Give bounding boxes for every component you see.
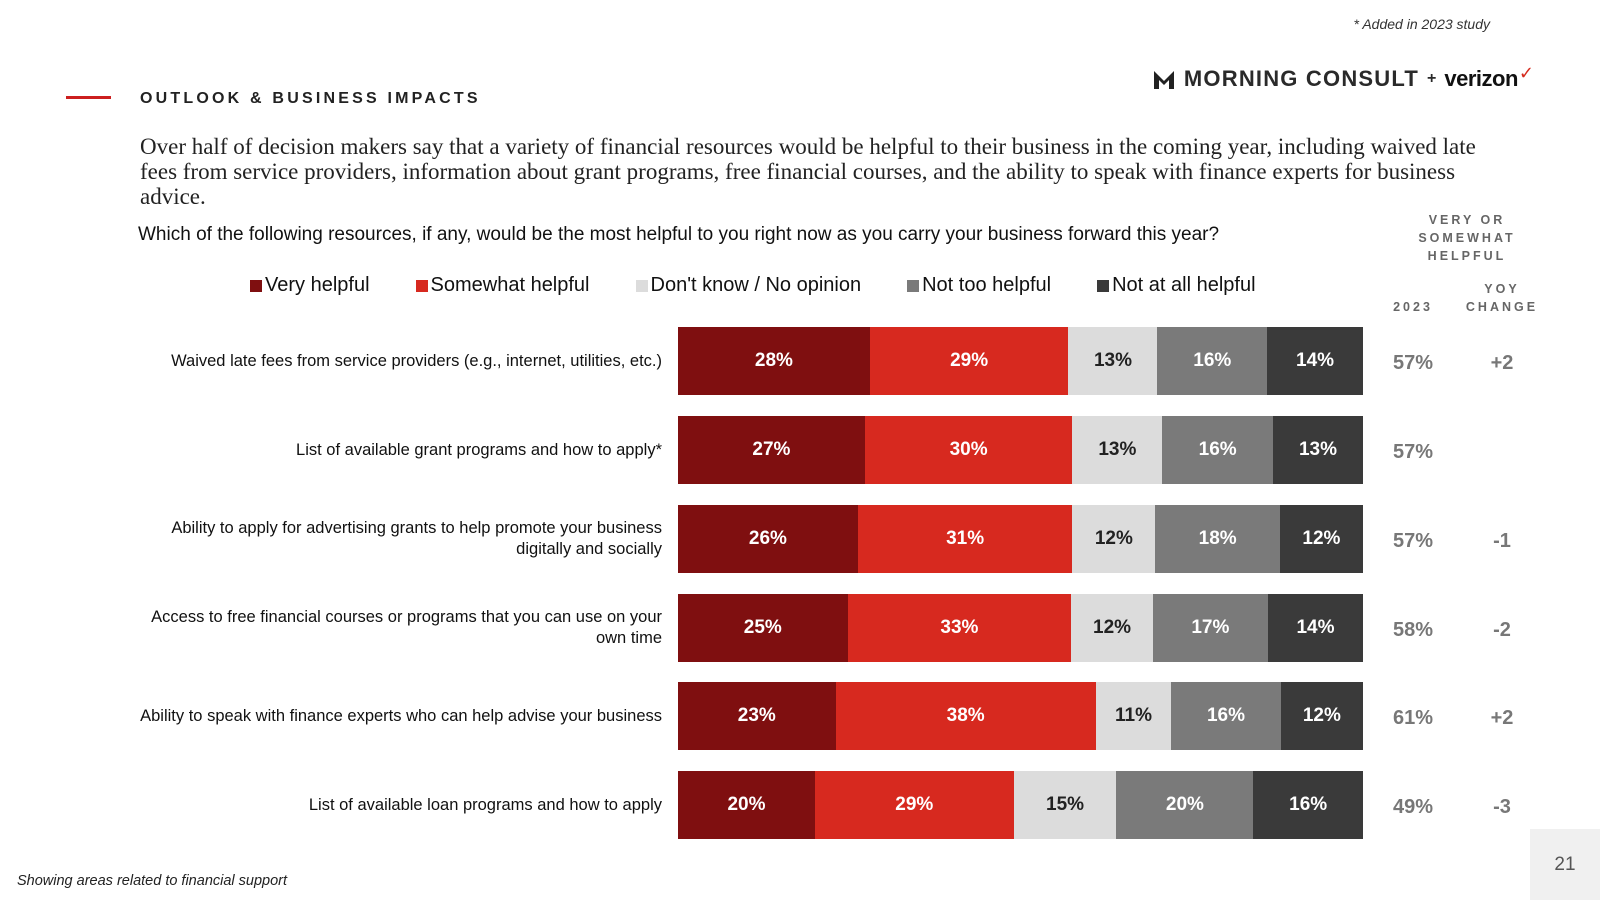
- legend-swatch: [250, 279, 262, 292]
- category-label: Waived late fees from service providers …: [171, 351, 662, 370]
- legend-label: Very helpful: [265, 274, 370, 296]
- brand-plus: +: [1427, 70, 1437, 87]
- very-or-somewhat-2023-value: 57%: [1392, 351, 1434, 374]
- survey-question: Which of the following resources, if any…: [138, 224, 1220, 245]
- bar-segment-dont-know: 12%: [1071, 594, 1153, 662]
- bar-segment-not-at-all-helpful: 12%: [1280, 682, 1363, 750]
- bar-segment-very-helpful: 20%: [678, 771, 815, 839]
- bar-segment-somewhat-helpful: 38%: [835, 682, 1096, 750]
- yoy-change-value: -2: [1493, 618, 1511, 641]
- legend-item-not-too-helpful: Not too helpful: [907, 274, 1051, 297]
- very-or-somewhat-2023-value: 57%: [1392, 529, 1434, 552]
- bar-segment-very-helpful: 28%: [678, 327, 870, 395]
- yoy-change-value: -3: [1493, 795, 1511, 818]
- legend-label: Not too helpful: [922, 274, 1052, 296]
- bar-segment-not-at-all-helpful: 13%: [1273, 416, 1363, 484]
- legend-label: Don't know / No opinion: [650, 274, 862, 296]
- bar-segment-somewhat-helpful: 33%: [847, 594, 1072, 662]
- legend-item-dont-know: Don't know / No opinion: [635, 274, 862, 297]
- stacked-bar: 23% 38% 11% 16% 12%: [678, 682, 1363, 750]
- category-label: List of available loan programs and how …: [308, 795, 662, 814]
- legend-item-somewhat-helpful: Somewhat helpful: [415, 274, 590, 297]
- yoy-change-value: [1456, 418, 1548, 486]
- column-header-yoy-change: YOY CHANGE: [1465, 282, 1539, 314]
- bar-segment-not-too-helpful: 16%: [1157, 327, 1268, 395]
- bar-segment-somewhat-helpful: 29%: [869, 327, 1069, 395]
- legend-swatch: [1097, 279, 1110, 292]
- section-accent-rule: [66, 96, 111, 99]
- bar-segment-dont-know: 13%: [1068, 327, 1158, 395]
- legend-item-not-at-all-helpful: Not at all helpful: [1097, 274, 1256, 297]
- morning-consult-logo-icon: [1153, 71, 1174, 89]
- very-or-somewhat-2023-value: 49%: [1392, 795, 1434, 818]
- verizon-wordmark: verizon: [1444, 66, 1518, 91]
- legend-item-very-helpful: Very helpful: [250, 274, 370, 297]
- stacked-bar: 26% 31% 12% 18% 12%: [678, 505, 1363, 573]
- very-or-somewhat-2023-value: 58%: [1392, 618, 1434, 641]
- bar-segment-dont-know: 13%: [1072, 416, 1163, 484]
- verizon-check-icon: ✓: [1518, 62, 1534, 83]
- bar-segment-not-too-helpful: 17%: [1152, 594, 1269, 662]
- brand-logos: MORNING CONSULT + verizon ✓: [1152, 62, 1534, 94]
- bar-segment-not-at-all-helpful: 16%: [1253, 771, 1363, 839]
- category-label: List of available grant programs and how…: [296, 440, 662, 459]
- bar-segment-not-at-all-helpful: 14%: [1267, 327, 1363, 395]
- very-or-somewhat-2023-value: 57%: [1392, 440, 1434, 463]
- section-title: OUTLOOK & BUSINESS IMPACTS: [140, 90, 481, 107]
- bar-segment-very-helpful: 27%: [678, 416, 865, 484]
- footnote-bottom: Showing areas related to financial suppo…: [17, 873, 288, 889]
- stacked-bar: 25% 33% 12% 17% 14%: [678, 594, 1363, 662]
- bar-segment-dont-know: 11%: [1095, 682, 1172, 750]
- stacked-bar: 28% 29% 13% 16% 14%: [678, 327, 1363, 395]
- bar-segment-not-too-helpful: 16%: [1171, 682, 1281, 750]
- column-header-2023: 2023: [1393, 300, 1433, 314]
- bar-segment-somewhat-helpful: 29%: [815, 771, 1014, 839]
- stacked-bar: 27% 30% 13% 16% 13%: [678, 416, 1363, 484]
- legend-label: Somewhat helpful: [430, 274, 590, 296]
- bar-segment-not-too-helpful: 20%: [1116, 771, 1254, 839]
- bar-segment-somewhat-helpful: 31%: [857, 505, 1073, 573]
- footnote-added-2023: * Added in 2023 study: [1353, 16, 1490, 32]
- bar-segment-not-too-helpful: 18%: [1155, 505, 1280, 573]
- legend-swatch: [907, 279, 920, 292]
- column-header-very-or-somewhat: VERY OR SOMEWHAT HELPFUL: [1418, 213, 1516, 263]
- yoy-change-value: +2: [1490, 706, 1514, 729]
- bar-segment-very-helpful: 26%: [678, 505, 858, 573]
- bar-segment-very-helpful: 23%: [678, 682, 836, 750]
- headline: Over half of decision makers say that a …: [140, 134, 1476, 209]
- legend-label: Not at all helpful: [1112, 274, 1256, 296]
- bar-segment-dont-know: 12%: [1072, 505, 1156, 573]
- category-label: Ability to apply for advertising grants …: [171, 519, 662, 558]
- bar-segment-dont-know: 15%: [1013, 771, 1117, 839]
- bar-segment-not-at-all-helpful: 14%: [1268, 594, 1363, 662]
- bar-segment-very-helpful: 25%: [678, 594, 848, 662]
- category-label: Access to free financial courses or prog…: [151, 608, 662, 647]
- very-or-somewhat-2023-value: 61%: [1392, 706, 1434, 729]
- chart-legend: Very helpful Somewhat helpful Don't know /…: [250, 274, 1256, 297]
- bar-segment-not-at-all-helpful: 12%: [1279, 505, 1363, 573]
- category-label: Ability to speak with finance experts wh…: [140, 706, 662, 725]
- yoy-change-value: +2: [1490, 351, 1514, 374]
- stacked-bar: 20% 29% 15% 20% 16%: [678, 771, 1363, 839]
- legend-swatch: [635, 279, 648, 292]
- bar-segment-somewhat-helpful: 30%: [864, 416, 1073, 484]
- page-number: 21: [1530, 829, 1600, 900]
- yoy-change-value: -1: [1493, 529, 1511, 552]
- legend-swatch: [415, 279, 428, 292]
- morning-consult-wordmark: MORNING CONSULT: [1183, 66, 1420, 91]
- bar-segment-not-too-helpful: 16%: [1162, 416, 1274, 484]
